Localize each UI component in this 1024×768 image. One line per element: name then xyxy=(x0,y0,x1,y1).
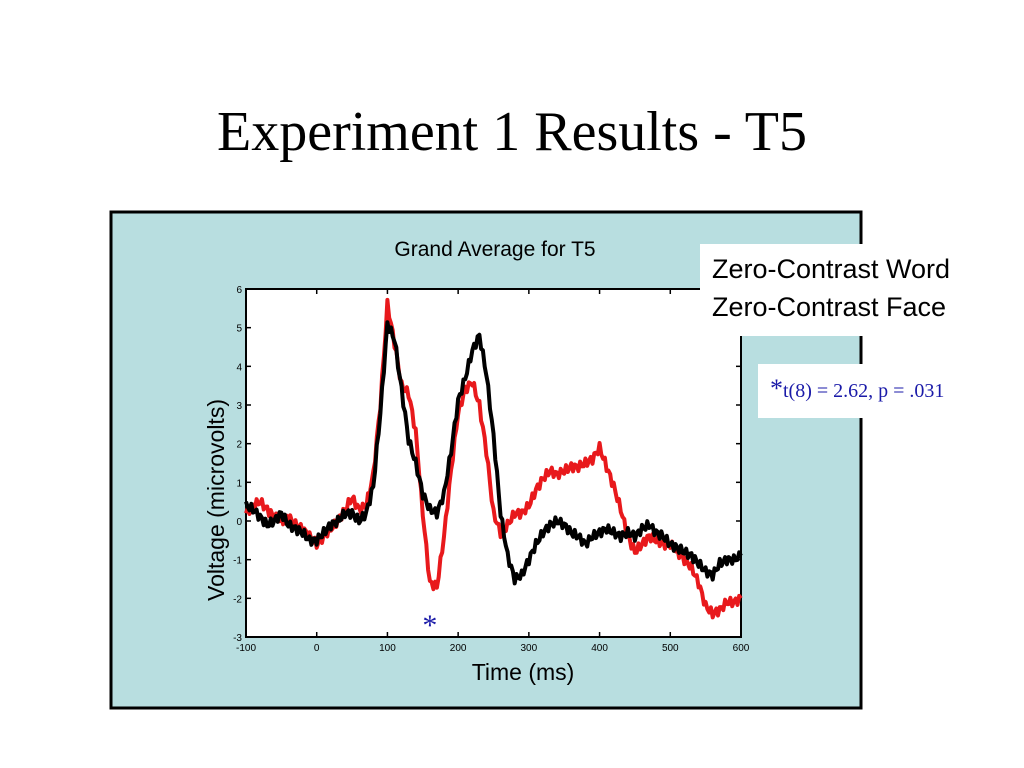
y-tick-label: 3 xyxy=(236,401,242,412)
y-tick-label: -1 xyxy=(233,556,242,567)
y-tick-label: 2 xyxy=(236,440,242,451)
x-tick-label: 600 xyxy=(733,643,750,654)
x-axis-label: Time (ms) xyxy=(472,659,575,685)
significance-star: * xyxy=(422,609,437,642)
stat-annotation-box: *t(8) = 2.62, p = .031 xyxy=(758,364,1004,418)
stat-star: * xyxy=(770,374,783,403)
x-tick-label: -100 xyxy=(236,643,256,654)
x-tick-label: 200 xyxy=(450,643,467,654)
y-tick-label: 5 xyxy=(236,324,242,335)
stat-annotation: *t(8) = 2.62, p = .031 xyxy=(770,374,944,404)
x-tick-label: 500 xyxy=(662,643,679,654)
plot-area xyxy=(245,288,742,638)
x-tick-label: 100 xyxy=(379,643,396,654)
legend-item-word: Zero-Contrast Word xyxy=(712,254,951,284)
chart-title: Grand Average for T5 xyxy=(394,238,595,261)
stat-text: t(8) = 2.62, p = .031 xyxy=(783,380,945,402)
x-tick-label: 400 xyxy=(591,643,608,654)
y-tick-label: 0 xyxy=(236,517,242,528)
legend: Zero-Contrast Word Zero-Contrast Face xyxy=(700,244,1016,336)
y-tick-label: 6 xyxy=(236,285,242,296)
y-axis-label: Voltage (microvolts) xyxy=(203,399,229,601)
series-line-face xyxy=(244,320,743,586)
x-tick-label: 300 xyxy=(521,643,538,654)
y-tick-label: 4 xyxy=(236,362,242,373)
legend-item-face: Zero-Contrast Face xyxy=(712,292,947,322)
y-tick-label: -2 xyxy=(233,594,242,605)
x-tick-label: 0 xyxy=(314,643,320,654)
slide-title: Experiment 1 Results - T5 xyxy=(217,101,807,163)
y-tick-label: 1 xyxy=(236,478,242,489)
y-tick-label: -3 xyxy=(233,633,242,644)
